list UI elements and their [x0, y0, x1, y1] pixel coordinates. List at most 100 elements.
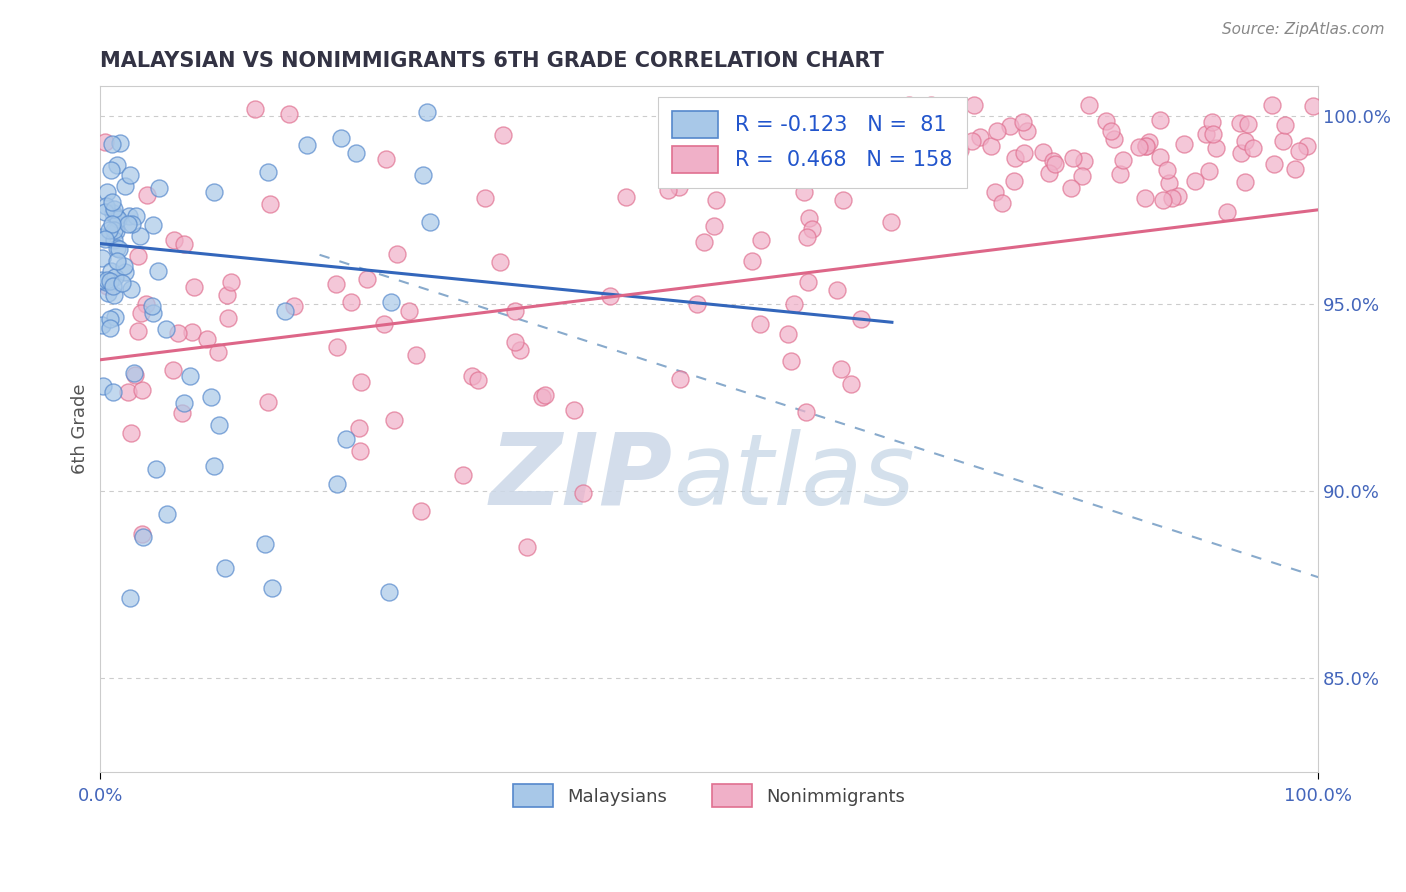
- Point: [599, 289, 621, 303]
- Point: [297, 137, 319, 152]
- Point: [796, 230, 818, 244]
- Point: [283, 300, 305, 314]
- Point: [172, 406, 194, 420]
- Point: [166, 326, 188, 340]
- Point: [516, 540, 538, 554]
- Point: [195, 332, 218, 346]
- Y-axis label: 6th Grade: 6th Grade: [72, 384, 89, 475]
- Point: [349, 443, 371, 458]
- Point: [922, 130, 945, 145]
- Point: [257, 394, 280, 409]
- Point: [145, 462, 167, 476]
- Point: [350, 375, 373, 389]
- Point: [107, 212, 129, 227]
- Point: [375, 153, 398, 167]
- Point: [1233, 175, 1256, 189]
- Point: [1070, 169, 1092, 184]
- Point: [142, 306, 165, 320]
- Point: [259, 196, 281, 211]
- Point: [489, 254, 512, 268]
- Point: [668, 179, 690, 194]
- Point: [373, 317, 395, 331]
- Point: [963, 98, 986, 112]
- Point: [783, 297, 806, 311]
- Point: [207, 344, 229, 359]
- Point: [155, 322, 177, 336]
- Point: [943, 145, 966, 160]
- Point: [693, 235, 716, 250]
- Point: [927, 110, 949, 124]
- Point: [1032, 145, 1054, 159]
- Point: [419, 215, 441, 229]
- Point: [325, 277, 347, 292]
- Point: [118, 168, 141, 182]
- Point: [98, 312, 121, 326]
- Point: [96, 273, 118, 287]
- Point: [103, 233, 125, 247]
- Point: [135, 297, 157, 311]
- Point: [1094, 114, 1116, 128]
- Point: [101, 195, 124, 210]
- Point: [1272, 134, 1295, 148]
- Point: [1149, 112, 1171, 127]
- Point: [1043, 157, 1066, 171]
- Point: [183, 279, 205, 293]
- Point: [897, 98, 920, 112]
- Point: [969, 129, 991, 144]
- Point: [156, 507, 179, 521]
- Point: [93, 232, 115, 246]
- Point: [112, 259, 135, 273]
- Point: [1167, 189, 1189, 203]
- Point: [991, 196, 1014, 211]
- Point: [1160, 191, 1182, 205]
- Point: [411, 504, 433, 518]
- Point: [339, 294, 361, 309]
- Point: [1062, 151, 1084, 165]
- Point: [262, 582, 284, 596]
- Point: [129, 228, 152, 243]
- Point: [1229, 116, 1251, 130]
- Point: [217, 310, 239, 325]
- Point: [117, 217, 139, 231]
- Point: [103, 223, 125, 237]
- Point: [851, 312, 873, 326]
- Point: [146, 263, 169, 277]
- Point: [509, 343, 531, 358]
- Point: [503, 334, 526, 349]
- Point: [90, 251, 112, 265]
- Point: [869, 144, 891, 158]
- Point: [326, 476, 349, 491]
- Point: [101, 278, 124, 293]
- Point: [1135, 138, 1157, 153]
- Point: [1205, 141, 1227, 155]
- Point: [104, 224, 127, 238]
- Point: [101, 136, 124, 151]
- Text: ZIP: ZIP: [489, 429, 673, 525]
- Point: [382, 413, 405, 427]
- Point: [105, 158, 128, 172]
- Point: [380, 294, 402, 309]
- Point: [100, 163, 122, 178]
- Point: [839, 377, 862, 392]
- Point: [245, 102, 267, 116]
- Point: [215, 287, 238, 301]
- Point: [405, 348, 427, 362]
- Point: [794, 405, 817, 419]
- Point: [162, 363, 184, 377]
- Point: [571, 485, 593, 500]
- Point: [960, 134, 983, 148]
- Point: [778, 326, 800, 341]
- Point: [110, 136, 132, 151]
- Point: [98, 274, 121, 288]
- Point: [105, 241, 128, 255]
- Point: [562, 402, 585, 417]
- Point: [1201, 115, 1223, 129]
- Point: [744, 161, 766, 176]
- Point: [398, 303, 420, 318]
- Point: [91, 318, 114, 333]
- Point: [100, 263, 122, 277]
- Point: [980, 138, 1002, 153]
- Point: [1156, 162, 1178, 177]
- Point: [412, 168, 434, 182]
- Point: [1173, 136, 1195, 151]
